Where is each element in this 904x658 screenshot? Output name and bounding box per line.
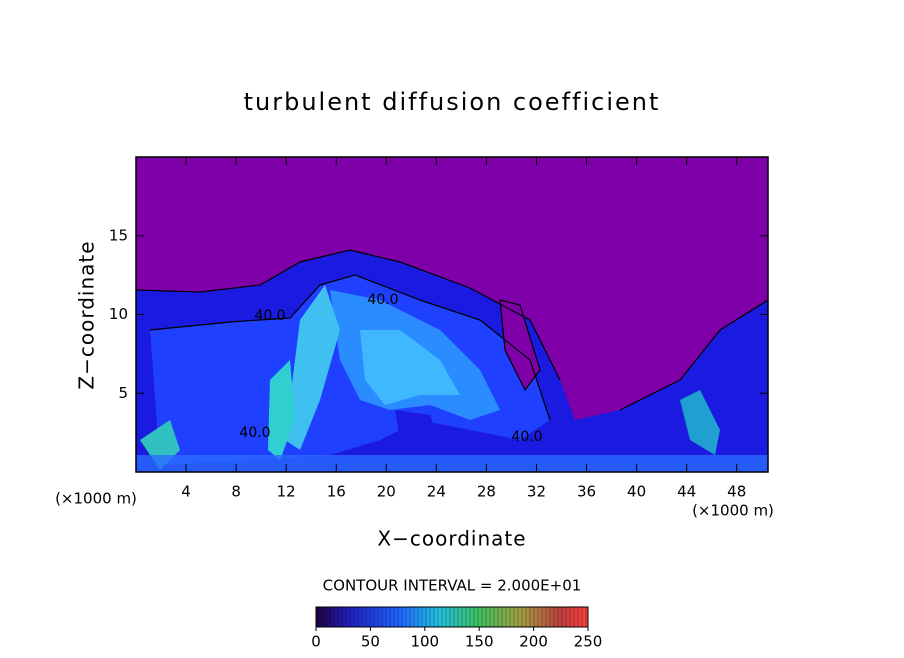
x-tick-label: 48 <box>727 483 746 501</box>
colorbar-tick-label: 250 <box>574 633 603 651</box>
x-tick-label: 32 <box>527 483 546 501</box>
colorbar-tick-label: 200 <box>519 633 548 651</box>
x-tick-label: 16 <box>327 483 346 501</box>
x-axis-label: X−coordinate <box>377 527 526 551</box>
x-tick-label: 28 <box>477 483 496 501</box>
x-unit-label: (×1000 m) <box>55 490 137 508</box>
colorbar-stripes <box>317 607 587 627</box>
x-tick-label: 44 <box>677 483 696 501</box>
contour-label: 40.0 <box>239 425 270 441</box>
contour-label: 40.0 <box>511 429 542 445</box>
x-tick-label: 8 <box>231 483 241 501</box>
y-tick-label: 10 <box>109 305 128 323</box>
chart-title: turbulent diffusion coefficient <box>244 88 661 116</box>
colorbar-tick-label: 0 <box>311 633 321 651</box>
colorbar-frame <box>315 606 589 628</box>
x-tick-label: 36 <box>577 483 596 501</box>
x-tick-label: 12 <box>277 483 296 501</box>
colorbar-tick-label: 50 <box>361 633 380 651</box>
contour-label: 40.0 <box>367 292 398 308</box>
x-tick-label: 24 <box>427 483 446 501</box>
colorbar-tick-label: 100 <box>410 633 439 651</box>
y-tick-label: 15 <box>109 226 128 244</box>
x-tick-label: 40 <box>627 483 646 501</box>
x-unit-label: (×1000 m) <box>692 502 774 520</box>
x-tick-label: 4 <box>181 483 191 501</box>
y-tick-label: 5 <box>118 384 128 402</box>
contour-interval: CONTOUR INTERVAL = 2.000E+01 <box>323 577 582 595</box>
field <box>136 157 768 472</box>
colorbar-tick-label: 150 <box>465 633 494 651</box>
x-tick-label: 20 <box>377 483 396 501</box>
contour-label: 40.0 <box>254 308 285 324</box>
colorbar <box>316 607 588 627</box>
y-axis-label: Z−coordinate <box>75 240 99 389</box>
